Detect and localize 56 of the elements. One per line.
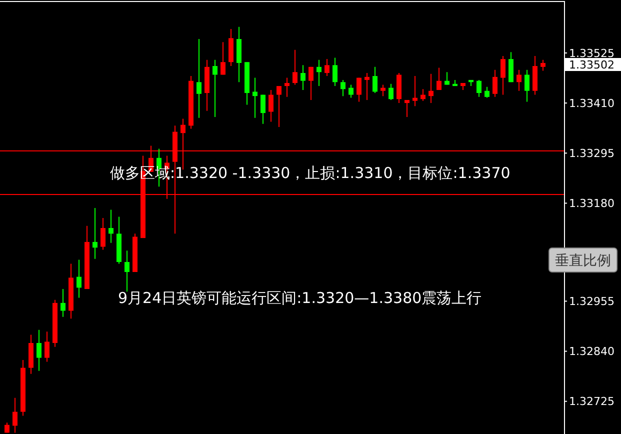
candlestick	[44, 331, 50, 362]
candlestick	[300, 64, 306, 90]
y-tick-label: 1.33410	[569, 96, 614, 110]
candlestick	[92, 207, 98, 260]
candlestick	[476, 79, 482, 98]
y-tick-label: 1.32725	[569, 395, 614, 408]
annotation: 9月24日英镑可能运行区间:1.3320—1.3380震荡上行	[118, 289, 482, 307]
candlestick	[364, 72, 370, 100]
candlestick	[420, 88, 426, 102]
candlestick	[292, 49, 298, 86]
candlestick	[228, 28, 234, 67]
text: 垂直比例	[555, 252, 611, 269]
y-tick-label: 1.33525	[569, 46, 614, 60]
candlestick	[380, 84, 386, 97]
candlestick	[388, 83, 394, 100]
candlestick	[340, 79, 346, 97]
candlestick	[500, 56, 506, 96]
candlestick	[508, 52, 514, 83]
candlestick	[540, 59, 546, 72]
candlestick	[252, 77, 258, 118]
candlestick	[212, 59, 218, 118]
candlestick	[324, 58, 330, 77]
candlestick	[124, 250, 130, 292]
candlestick	[284, 77, 290, 98]
candlestick	[108, 209, 114, 244]
candlestick	[356, 77, 362, 102]
candlestick	[436, 67, 442, 90]
candlestick	[196, 38, 202, 118]
y-tick-label: 1.32955	[569, 295, 614, 308]
candlestick	[484, 86, 490, 98]
candlestick	[516, 69, 522, 92]
candlestick	[12, 397, 18, 434]
candlestick	[60, 288, 66, 318]
candlestick	[220, 42, 226, 76]
candlestick	[100, 218, 106, 250]
candlestick	[332, 57, 338, 87]
text: 1.33502	[569, 58, 614, 72]
candlestick	[404, 99, 410, 118]
candlestick	[412, 76, 418, 107]
candlestick	[428, 73, 434, 104]
candlestick	[260, 94, 266, 124]
candlestick	[268, 89, 274, 122]
candlestick	[524, 69, 530, 102]
candlestick	[492, 69, 498, 98]
candlestick	[316, 59, 322, 87]
candlestick	[236, 26, 242, 83]
candlestick	[276, 86, 282, 128]
y-tick-label: 1.33180	[569, 197, 614, 210]
candlestick	[348, 84, 354, 98]
candlestick	[76, 259, 82, 298]
candlestick	[444, 72, 450, 86]
candlestick	[36, 329, 42, 372]
candlestick	[372, 66, 378, 94]
y-tick-label: 1.32840	[569, 345, 614, 358]
candlestick	[308, 66, 314, 100]
y-tick-label: 1.33295	[569, 146, 614, 160]
